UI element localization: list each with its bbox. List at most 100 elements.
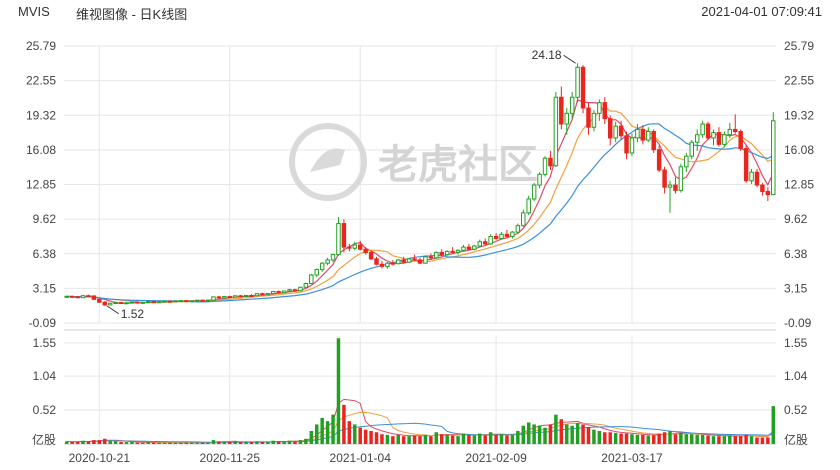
candle-body bbox=[689, 141, 694, 157]
volume-bar bbox=[478, 433, 482, 444]
volume-bar bbox=[766, 437, 770, 444]
price-tick-label-left: 25.79 bbox=[26, 39, 56, 53]
volume-bar bbox=[342, 404, 346, 444]
date-tick-label: 2020-11-25 bbox=[200, 451, 261, 465]
moving-average-lines bbox=[66, 98, 774, 305]
candle-body bbox=[700, 123, 705, 136]
candle-body bbox=[102, 301, 108, 306]
candle-body bbox=[466, 246, 472, 250]
volume-bar bbox=[396, 434, 400, 444]
volume-bar bbox=[548, 424, 553, 444]
volume-bar bbox=[314, 424, 319, 444]
candle-body bbox=[629, 137, 635, 154]
volume-bar bbox=[412, 435, 417, 444]
volume-bar bbox=[641, 434, 645, 444]
volume-bar bbox=[749, 436, 754, 444]
volume-bar bbox=[276, 441, 281, 444]
volume-bar bbox=[728, 435, 732, 444]
candle-body bbox=[738, 131, 743, 150]
candle-body bbox=[162, 300, 167, 303]
volume-ma10-line bbox=[66, 411, 774, 444]
candle-body bbox=[716, 132, 722, 145]
volume-bar bbox=[401, 436, 406, 444]
volume-bar bbox=[450, 435, 455, 444]
candle-body bbox=[412, 258, 417, 261]
volume-bar bbox=[488, 432, 493, 444]
volume-bar bbox=[347, 421, 352, 444]
volume-bar bbox=[108, 440, 112, 444]
candle-body bbox=[597, 102, 602, 114]
volume-bar bbox=[423, 434, 428, 444]
price-tick-label-left: 9.62 bbox=[33, 212, 57, 226]
candle-body bbox=[69, 295, 75, 298]
volume-bar bbox=[157, 442, 161, 444]
price-tick-label-left: 16.08 bbox=[26, 143, 56, 157]
volume-bar bbox=[499, 434, 504, 444]
volume-bar bbox=[510, 434, 515, 444]
volume-bar bbox=[70, 442, 74, 444]
volume-bar bbox=[75, 442, 80, 444]
candle-body bbox=[319, 262, 325, 271]
volume-bar bbox=[124, 442, 129, 444]
candle-body bbox=[580, 66, 586, 109]
volume-bar bbox=[706, 435, 710, 444]
volume-bar bbox=[309, 430, 314, 444]
volume-bar bbox=[336, 338, 341, 444]
candle-body bbox=[488, 235, 493, 245]
volume-bar bbox=[679, 432, 683, 444]
volume-bar bbox=[565, 424, 569, 444]
candle-body bbox=[194, 299, 200, 302]
candle-body bbox=[564, 112, 569, 125]
volume-bars bbox=[64, 338, 776, 444]
volume-bar bbox=[630, 434, 634, 444]
price-tick-label-left: 19.32 bbox=[26, 108, 56, 122]
candle-body bbox=[113, 302, 118, 305]
candle-body bbox=[667, 184, 673, 188]
candle-body bbox=[635, 128, 640, 139]
candle-body bbox=[765, 190, 771, 196]
candle-body bbox=[754, 171, 760, 186]
candle-body bbox=[705, 123, 711, 139]
candle-body bbox=[461, 246, 466, 251]
volume-bar bbox=[407, 436, 411, 444]
volume-bar bbox=[581, 424, 585, 444]
candle-body bbox=[107, 302, 113, 306]
candle-body bbox=[124, 302, 129, 305]
volume-bar bbox=[543, 427, 547, 444]
volume-bar bbox=[521, 425, 526, 444]
candle-body bbox=[173, 300, 178, 303]
volume-tick-label-right: 0.52 bbox=[784, 403, 808, 417]
volume-bar bbox=[228, 442, 232, 444]
volume-bar bbox=[646, 435, 651, 444]
candle-body bbox=[586, 107, 591, 128]
volume-bar bbox=[570, 425, 574, 444]
volume-bar bbox=[206, 442, 210, 444]
chart-header: MVIS 维视图像 - 日K线图 2021-04-01 07:09:41 bbox=[0, 0, 840, 24]
chart-subtitle: 维视图像 - 日K线图 bbox=[76, 7, 188, 22]
candle-body bbox=[401, 259, 406, 263]
candle-body bbox=[205, 299, 211, 302]
volume-bar bbox=[434, 432, 439, 444]
candle-body bbox=[559, 96, 564, 125]
candle-body bbox=[749, 171, 754, 182]
candle-body bbox=[232, 295, 238, 298]
volume-bar bbox=[92, 440, 96, 444]
volume-bar bbox=[526, 422, 531, 444]
annotations: 24.18 1.52 bbox=[106, 48, 576, 321]
volume-bar bbox=[575, 423, 580, 444]
volume-bar bbox=[483, 435, 487, 444]
candle-body bbox=[151, 300, 156, 303]
high-annotation-label: 24.18 bbox=[532, 48, 562, 62]
candle-body bbox=[271, 291, 276, 295]
candle-body bbox=[200, 299, 205, 302]
volume-bar bbox=[211, 440, 216, 444]
volume-bar bbox=[298, 440, 303, 444]
volume-bar bbox=[722, 436, 727, 444]
candle-body bbox=[118, 302, 124, 305]
candle-body bbox=[222, 296, 227, 299]
price-tick-label-left: 3.15 bbox=[33, 281, 57, 295]
candle-body bbox=[211, 296, 216, 301]
volume-bar bbox=[293, 441, 297, 444]
watermark-logo-shape bbox=[310, 148, 345, 172]
